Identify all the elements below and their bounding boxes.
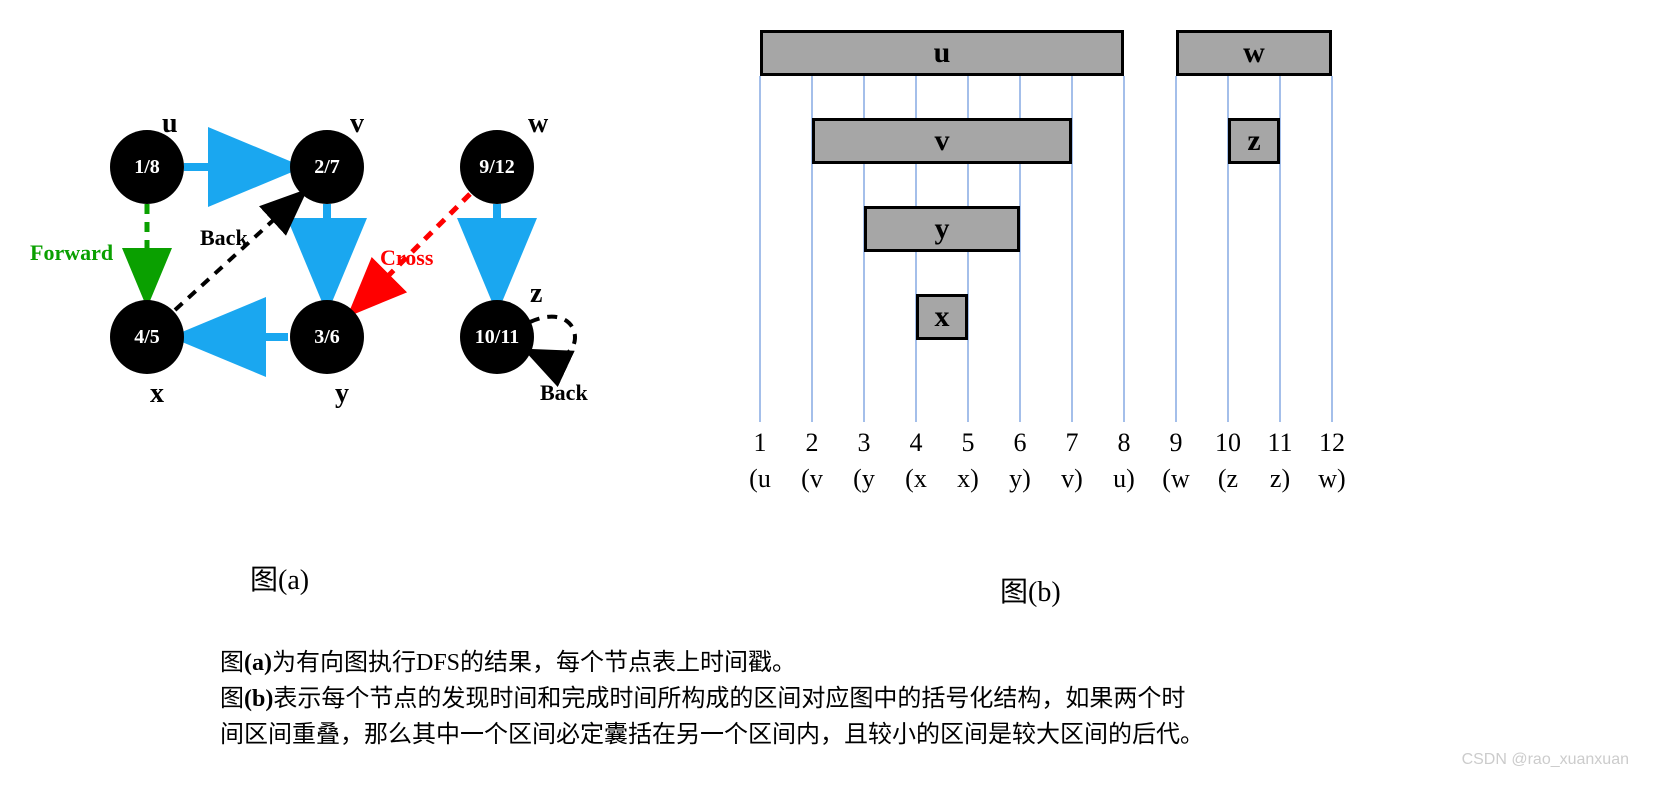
node-u-time: 1/8 [134, 156, 160, 179]
node-y: 3/6 [290, 300, 364, 374]
tick-paren-5: y) [1009, 464, 1031, 494]
node-y-time: 3/6 [314, 326, 340, 349]
tick-number-8: 8 [1118, 428, 1131, 458]
tick-number-10: 10 [1215, 428, 1241, 458]
edge-label-back1: Back [200, 225, 248, 251]
edge-z-z-back [530, 317, 575, 358]
tick-number-4: 4 [910, 428, 923, 458]
node-x-label: x [150, 378, 164, 410]
edge-label-back2: Back [540, 380, 588, 406]
tick-number-1: 1 [754, 428, 767, 458]
tick-paren-4: x) [957, 464, 979, 494]
node-y-label: y [335, 378, 349, 410]
node-v-label: v [350, 108, 364, 140]
node-z-time: 10/11 [475, 326, 519, 349]
interval-bar-u: u [760, 30, 1124, 76]
watermark: CSDN @rao_xuanxuan [1462, 751, 1629, 769]
tick-number-11: 11 [1267, 428, 1292, 458]
node-x-time: 4/5 [134, 326, 160, 349]
intervals-gridlines [740, 30, 1380, 450]
node-w-time: 9/12 [479, 156, 515, 179]
desc-line2: 图(b)表示每个节点的发现时间和完成时间所构成的区间对应图中的括号化结构，如果两… [220, 681, 1520, 717]
desc-line3: 间区间重叠，那么其中一个区间必定囊括在另一个区间内，且较小的区间是较大区间的后代… [220, 717, 1520, 753]
graph-a: 1/8 u 2/7 v 9/12 w 4/5 x 3/6 y 10/11 z F… [50, 100, 630, 420]
interval-bar-x: x [916, 294, 968, 340]
node-w-label: w [528, 108, 548, 140]
edge-label-forward: Forward [30, 240, 113, 266]
tick-paren-6: v) [1061, 464, 1083, 494]
tick-paren-10: z) [1270, 464, 1290, 494]
interval-bar-y: y [864, 206, 1020, 252]
tick-paren-1: (v [801, 464, 823, 494]
caption-b: 图(b) [1000, 570, 1061, 610]
description-text: 图(a)为有向图执行DFS的结果，每个节点表上时间戳。 图(b)表示每个节点的发… [220, 645, 1520, 753]
tick-paren-7: u) [1113, 464, 1135, 494]
tick-number-9: 9 [1170, 428, 1183, 458]
node-u-label: u [162, 108, 178, 140]
tick-paren-11: w) [1318, 464, 1345, 494]
node-w: 9/12 [460, 130, 534, 204]
interval-bar-z: z [1228, 118, 1280, 164]
tick-paren-9: (z [1218, 464, 1238, 494]
intervals-b: u w v z yx 1 (u 2 (v 3 (y 4 (x 5 x) 6 y) 7 v) 8 u) 9 (w 10 (z 11… [740, 30, 1360, 530]
caption-a: 图(a) [250, 558, 309, 598]
tick-paren-0: (u [749, 464, 771, 494]
tick-number-5: 5 [962, 428, 975, 458]
tick-paren-8: (w [1162, 464, 1189, 494]
interval-bar-w: w [1176, 30, 1332, 76]
node-z: 10/11 [460, 300, 534, 374]
tick-number-2: 2 [806, 428, 819, 458]
node-u: 1/8 [110, 130, 184, 204]
tick-paren-3: (x [905, 464, 927, 494]
node-z-label: z [530, 278, 542, 310]
tick-number-12: 12 [1319, 428, 1345, 458]
desc-line1: 图(a)为有向图执行DFS的结果，每个节点表上时间戳。 [220, 645, 1520, 681]
node-x: 4/5 [110, 300, 184, 374]
tick-paren-2: (y [853, 464, 875, 494]
tick-number-6: 6 [1014, 428, 1027, 458]
tick-number-3: 3 [858, 428, 871, 458]
edge-x-v-back [175, 194, 302, 310]
interval-bar-v: v [812, 118, 1072, 164]
node-v-time: 2/7 [314, 156, 340, 179]
edge-label-cross: Cross [380, 245, 433, 271]
tick-number-7: 7 [1066, 428, 1079, 458]
figure-container: 1/8 u 2/7 v 9/12 w 4/5 x 3/6 y 10/11 z F… [0, 0, 1659, 789]
node-v: 2/7 [290, 130, 364, 204]
